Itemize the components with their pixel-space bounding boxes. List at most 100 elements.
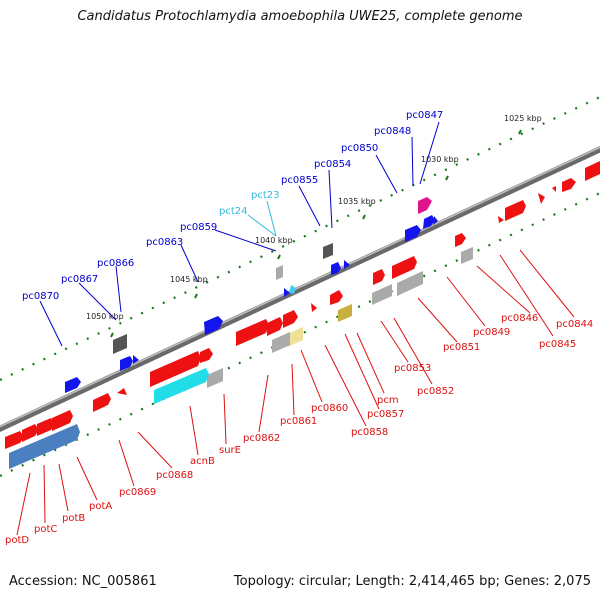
gene-pc0869[interactable] <box>93 393 111 412</box>
gene-pc0850[interactable] <box>423 215 435 229</box>
gene-pc0854[interactable] <box>331 262 341 275</box>
label-potB: potB <box>62 513 85 524</box>
gene-pcm[interactable] <box>373 269 385 285</box>
label-pct24: pct24 <box>219 206 248 217</box>
gene-pc0867[interactable] <box>120 356 133 371</box>
gene-pc0846[interactable] <box>538 193 545 204</box>
label-pc0868: pc0868 <box>156 470 193 481</box>
label-pc0846: pc0846 <box>501 313 538 324</box>
gene-surE[interactable] <box>207 368 223 388</box>
label-potA: potA <box>89 501 112 512</box>
gene-acnB-b[interactable] <box>154 368 209 404</box>
label-acnB: acnB <box>190 456 215 467</box>
label-pc0844: pc0844 <box>556 319 593 330</box>
kbp-marker-1035: 1035 kbp <box>338 197 376 206</box>
kbp-tick-1035 <box>362 214 366 220</box>
label-potD: potD <box>5 535 29 546</box>
gene-pc0852[interactable] <box>461 247 473 264</box>
gene-pc0844[interactable] <box>585 161 600 181</box>
kbp-tick-1045 <box>194 293 198 299</box>
kbp-tick-1025 <box>518 129 522 135</box>
label-pc0863: pc0863 <box>146 237 183 248</box>
gene-pc0860[interactable] <box>330 290 343 305</box>
gene-acnB[interactable] <box>150 351 201 387</box>
scale-dotted-line-upper <box>0 96 600 381</box>
kbp-markers: 1025 kbp 1030 kbp 1035 kbp 1040 kbp 1045… <box>86 114 542 338</box>
label-pc0849: pc0849 <box>473 327 510 338</box>
label-pc0869: pc0869 <box>119 487 156 498</box>
gene-pc0845[interactable] <box>562 178 576 192</box>
gene-potC[interactable] <box>22 424 39 442</box>
gene-pc0862c[interactable] <box>272 332 290 353</box>
gene-potB[interactable] <box>37 418 55 436</box>
forward-genes <box>65 197 438 393</box>
gene-pc0862b[interactable] <box>267 317 283 336</box>
gene-pc0848[interactable] <box>405 225 421 242</box>
label-potC: potC <box>34 524 57 535</box>
gene-pc0847[interactable] <box>418 197 432 214</box>
gene-potBC-operon[interactable] <box>9 424 80 469</box>
gene-potD[interactable] <box>5 431 24 449</box>
gene-pc0863[interactable] <box>204 316 223 335</box>
gene-pc0858[interactable] <box>338 304 352 322</box>
gene-pct24[interactable] <box>284 288 290 297</box>
label-pc0847: pc0847 <box>406 110 443 121</box>
gene-pc0853b[interactable] <box>397 271 423 296</box>
map-title: Candidatus Protochlamydia amoebophila UW… <box>77 9 523 24</box>
label-pc0870: pc0870 <box>22 291 59 302</box>
scale-dotted-line-lower <box>0 192 600 477</box>
gene-pc0851[interactable] <box>455 233 466 247</box>
gene-pc0849[interactable] <box>505 200 526 221</box>
label-pc0845: pc0845 <box>539 339 576 350</box>
kbp-tick-1030 <box>445 175 449 181</box>
label-pc0853: pc0853 <box>394 363 431 374</box>
label-pc0866: pc0866 <box>97 258 134 269</box>
gene-pc0850b[interactable] <box>433 216 438 225</box>
kbp-marker-1040: 1040 kbp <box>255 236 293 245</box>
label-surE: surE <box>219 445 241 456</box>
label-pc0851: pc0851 <box>443 342 480 353</box>
gene-pc0853[interactable] <box>392 256 417 279</box>
kbp-marker-1050: 1050 kbp <box>86 312 124 321</box>
gene-pc0862[interactable] <box>236 319 269 346</box>
gene-pc0849b[interactable] <box>498 216 504 223</box>
reverse-genes <box>5 161 600 469</box>
forward-labels: pc0847 pc0848 pc0850 pc0854 pc0855 pct23… <box>22 110 443 302</box>
gene-pc0854b[interactable] <box>344 260 350 269</box>
label-pc0862: pc0862 <box>243 433 280 444</box>
genome-summary: Topology: circular; Length: 2,414,465 bp… <box>233 574 591 589</box>
gene-pc0860b[interactable] <box>311 303 317 312</box>
label-pc0861: pc0861 <box>280 416 317 427</box>
gene-potA[interactable] <box>52 410 73 431</box>
label-pc0859: pc0859 <box>180 222 217 233</box>
gene-pct23[interactable] <box>289 285 296 294</box>
gene-pc0861[interactable] <box>283 310 298 328</box>
kbp-marker-1045: 1045 kbp <box>170 275 208 284</box>
gene-pc0857[interactable] <box>372 284 392 305</box>
label-pc0857: pc0857 <box>367 409 404 420</box>
gene-pc0870[interactable] <box>65 377 81 393</box>
genome-backbone <box>0 146 600 432</box>
label-pc0867: pc0867 <box>61 274 98 285</box>
gene-pc0855[interactable] <box>323 243 333 259</box>
label-pc0850: pc0850 <box>341 143 378 154</box>
kbp-marker-1025: 1025 kbp <box>504 114 542 123</box>
label-pc0854: pc0854 <box>314 159 351 170</box>
label-pcm: pcm <box>377 395 399 406</box>
gene-pc0866[interactable] <box>113 334 127 354</box>
label-pc0860: pc0860 <box>311 403 348 414</box>
gene-pc0868[interactable] <box>200 348 213 363</box>
gene-pc0867b[interactable] <box>133 355 139 364</box>
label-pc0848: pc0848 <box>374 126 411 137</box>
kbp-tick-1050 <box>110 332 114 338</box>
gene-pc0861b[interactable] <box>287 327 303 347</box>
gene-pc0846b[interactable] <box>552 186 556 192</box>
accession-label: Accession: NC_005861 <box>9 574 157 589</box>
gene-pc0859[interactable] <box>276 265 283 280</box>
genome-backbone-highlight <box>0 146 600 428</box>
kbp-marker-1030: 1030 kbp <box>421 155 459 164</box>
label-pc0858: pc0858 <box>351 427 388 438</box>
label-pc0855: pc0855 <box>281 175 318 186</box>
gene-pc0869b[interactable] <box>117 388 127 395</box>
